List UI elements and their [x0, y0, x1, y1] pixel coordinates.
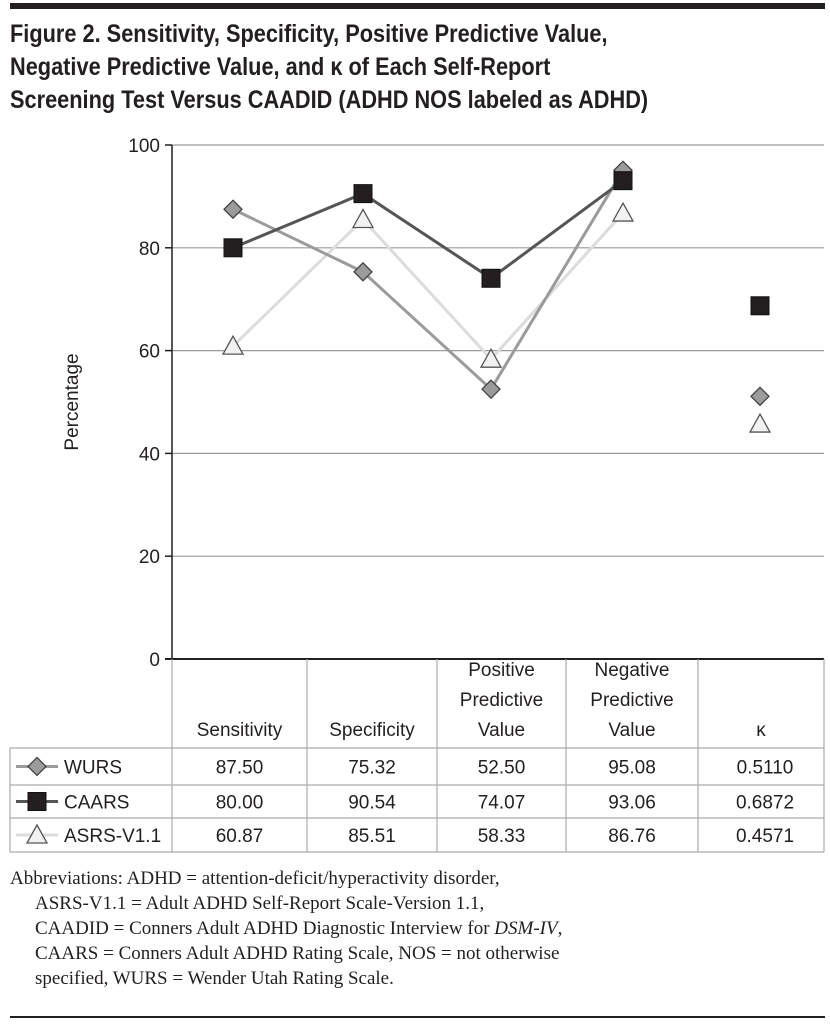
y-tick-label: 0: [149, 650, 160, 671]
legend-label: WURS: [64, 758, 122, 779]
table-row: [16, 792, 58, 811]
y-axis-label: Percentage: [62, 353, 83, 450]
triangle-marker: [351, 208, 375, 229]
category-label: Value: [478, 720, 525, 741]
table-cell: 90.54: [348, 793, 396, 814]
diamond-marker: [750, 386, 770, 407]
diamond-marker: [223, 199, 243, 220]
table-cell: 75.32: [348, 758, 396, 779]
series-wurs: [223, 160, 770, 407]
category-label: Value: [608, 720, 655, 741]
square-marker: [481, 268, 501, 288]
table-cell: 95.08: [608, 758, 656, 779]
diamond-marker: [481, 379, 501, 400]
figure-title: Figure 2. Sensitivity, Specificity, Posi…: [10, 18, 793, 117]
table-cell: 0.5110: [737, 758, 794, 779]
footnote: Abbreviations: ADHD = attention-deficit/…: [10, 866, 820, 991]
y-tick-label: 40: [139, 444, 160, 465]
bottom-rule: [10, 1016, 825, 1018]
square-marker: [27, 792, 47, 811]
triangle-marker: [479, 347, 503, 368]
footnote-text: Abbreviations: ADHD = attention-deficit/…: [10, 868, 500, 889]
table-row: [16, 756, 58, 777]
square-marker: [613, 171, 633, 191]
top-rule: [10, 3, 825, 9]
title-line: Negative Predictive Value, and κ of Each…: [10, 53, 551, 81]
square-marker: [750, 296, 770, 316]
footnote-text: ASRS-V1.1 = Adult ADHD Self-Report Scale…: [35, 893, 485, 914]
diamond-marker: [353, 261, 373, 282]
category-label: Predictive: [590, 690, 673, 711]
triangle-marker: [221, 334, 245, 355]
series-asrs-v1.1: [221, 201, 772, 433]
series-caars: [223, 171, 770, 316]
footnote-text: specified, WURS = Wender Utah Rating Sca…: [35, 968, 394, 989]
legend-label: CAARS: [64, 793, 129, 814]
table-cell: 93.06: [608, 793, 656, 814]
table-row: [16, 823, 58, 844]
category-label: Negative: [595, 660, 670, 681]
series-line: [232, 179, 624, 281]
category-label: Predictive: [460, 690, 543, 711]
chart: 0 20 40 60 80 100 Percentage Sensitivity Specifi…: [9, 136, 825, 853]
category-label: Positive: [468, 660, 535, 681]
y-tick-label: 100: [128, 136, 160, 157]
table-cell: 58.33: [478, 826, 526, 847]
title-line: Figure 2. Sensitivity, Specificity, Posi…: [10, 20, 608, 48]
footnote-line: Abbreviations: ADHD = attention-deficit/…: [10, 866, 820, 991]
y-tick-label: 20: [139, 547, 160, 568]
triangle-marker: [611, 201, 635, 222]
y-tick-label: 80: [139, 239, 160, 260]
title-line: Screening Test Versus CAADID (ADHD NOS l…: [10, 86, 649, 114]
square-marker: [223, 238, 243, 258]
triangle-marker: [25, 823, 49, 844]
table-cell: 85.51: [348, 826, 396, 847]
table-cell: 87.50: [216, 758, 264, 779]
category-label: Sensitivity: [197, 720, 283, 741]
table-cell: 52.50: [478, 758, 526, 779]
triangle-marker: [748, 412, 772, 433]
footnote-text: CAADID = Conners Adult ADHD Diagnostic I…: [35, 918, 563, 939]
series-line: [231, 212, 625, 362]
table-cell: 74.07: [478, 793, 526, 814]
table-cell: 86.76: [608, 826, 656, 847]
y-tick-label: 60: [139, 342, 160, 363]
category-label: κ: [756, 720, 766, 741]
category-label: Specificity: [329, 720, 415, 741]
legend-label: ASRS-V1.1: [64, 826, 161, 847]
table-cell: 0.6872: [736, 793, 794, 814]
footnote-text: CAARS = Conners Adult ADHD Rating Scale,…: [35, 943, 560, 964]
table-cell: 0.4571: [736, 826, 794, 847]
table-cell: 80.00: [216, 793, 264, 814]
square-marker: [353, 184, 373, 204]
table-cell: 60.87: [216, 826, 264, 847]
diamond-marker: [27, 756, 47, 777]
series-line: [232, 169, 625, 392]
